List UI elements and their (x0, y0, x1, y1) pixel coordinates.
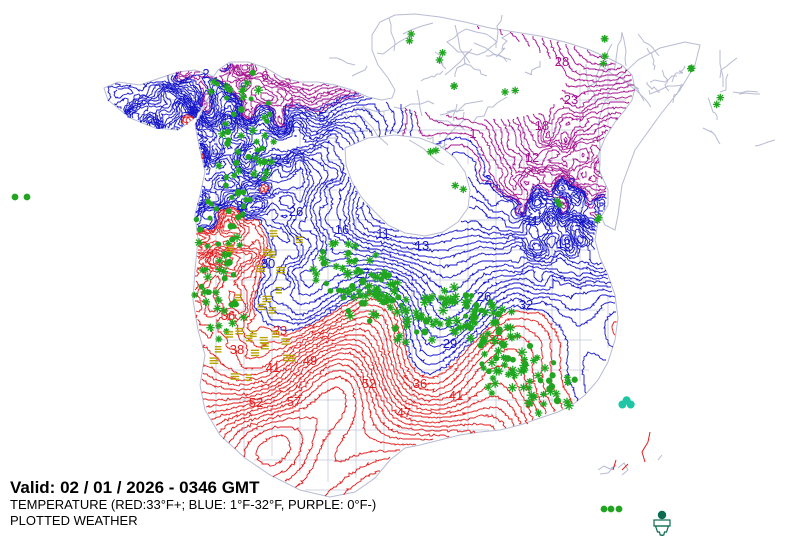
svg-text:13: 13 (557, 236, 571, 251)
svg-text:12: 12 (525, 150, 539, 165)
svg-text:5: 5 (318, 109, 325, 124)
svg-text:11: 11 (376, 226, 390, 241)
svg-text:29: 29 (443, 336, 457, 351)
svg-text:41: 41 (449, 388, 463, 403)
svg-text:11: 11 (525, 213, 539, 228)
svg-text:47: 47 (397, 405, 411, 420)
svg-text:26: 26 (289, 204, 303, 219)
svg-text:52: 52 (362, 376, 376, 391)
svg-text:2: 2 (202, 66, 209, 81)
svg-text:18: 18 (535, 118, 549, 133)
svg-text:2: 2 (568, 175, 575, 190)
svg-text:1: 1 (288, 94, 295, 109)
svg-text:32: 32 (519, 297, 533, 312)
svg-text:36: 36 (413, 376, 427, 391)
svg-text:6: 6 (261, 68, 268, 83)
svg-text:13: 13 (415, 238, 429, 253)
svg-text:41: 41 (266, 360, 280, 375)
svg-text:49: 49 (303, 353, 317, 368)
svg-text:16: 16 (335, 222, 349, 237)
svg-text:2: 2 (484, 172, 491, 187)
svg-text:52: 52 (249, 395, 263, 410)
svg-text:1: 1 (469, 126, 476, 141)
svg-text:28: 28 (555, 54, 569, 69)
svg-text:23: 23 (564, 92, 578, 107)
svg-text:33: 33 (273, 323, 287, 338)
svg-text:38: 38 (230, 342, 244, 357)
svg-text:57: 57 (287, 394, 301, 409)
svg-text:24: 24 (275, 152, 289, 167)
